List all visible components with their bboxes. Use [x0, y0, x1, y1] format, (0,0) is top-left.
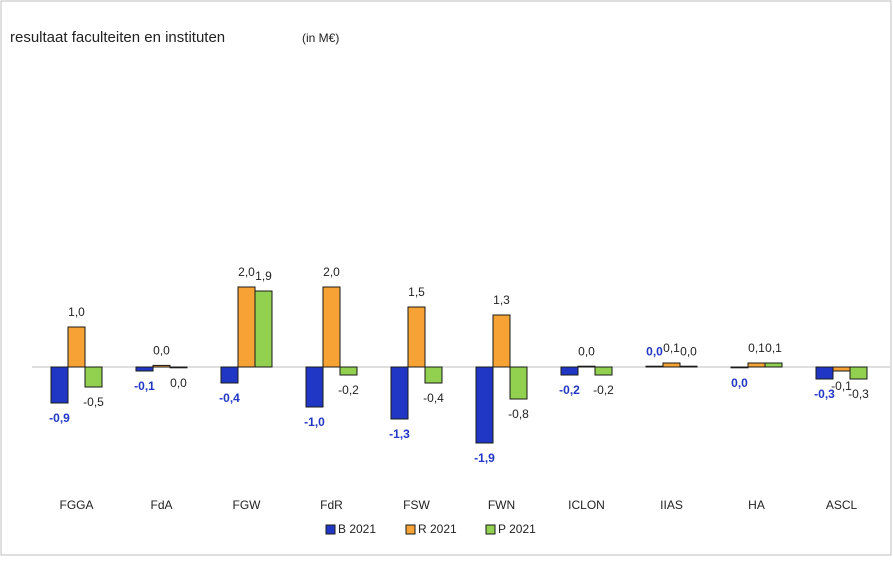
value-label: -0,2 — [559, 383, 580, 397]
bar — [339, 366, 358, 376]
bar — [645, 365, 664, 368]
value-label: 0,0 — [680, 344, 697, 358]
value-label: 0,0 — [578, 344, 595, 358]
x-tick-label: FGGA — [59, 498, 93, 512]
legend-label: P 2021 — [498, 522, 536, 536]
value-label: 1,5 — [408, 285, 425, 299]
x-tick-label: ICLON — [568, 498, 605, 512]
bar — [390, 366, 409, 420]
value-label: 0,1 — [748, 341, 765, 355]
bar — [84, 366, 103, 388]
bar — [135, 366, 154, 372]
value-label: 0,1 — [663, 341, 680, 355]
value-label: -0,9 — [49, 411, 70, 425]
value-label: 0,0 — [731, 376, 748, 390]
bar — [407, 306, 426, 368]
legend-swatch — [485, 524, 496, 535]
legend-swatch — [405, 524, 416, 535]
bar — [832, 366, 851, 372]
legend-label: R 2021 — [418, 522, 457, 536]
value-label: 0,1 — [765, 341, 782, 355]
bar — [764, 362, 783, 368]
bar — [849, 366, 868, 380]
bar — [747, 362, 766, 368]
bar — [322, 286, 341, 368]
bar — [560, 366, 579, 376]
value-label: -0,5 — [83, 395, 104, 409]
bar — [50, 366, 69, 404]
legend-swatch — [325, 524, 336, 535]
bar — [254, 290, 273, 368]
chart-title: resultaat faculteiten en instituten — [10, 29, 225, 46]
x-tick-label: FSW — [403, 498, 430, 512]
x-tick-label: FWN — [488, 498, 515, 512]
bar — [662, 362, 681, 368]
value-label: 2,0 — [238, 265, 255, 279]
value-label: -0,4 — [423, 391, 444, 405]
bar — [237, 286, 256, 368]
bar — [594, 366, 613, 376]
bar — [679, 365, 698, 368]
value-label: 2,0 — [323, 265, 340, 279]
chart-subtitle: (in M€) — [302, 31, 339, 45]
bar — [169, 366, 188, 369]
bar — [509, 366, 528, 400]
x-tick-label: ASCL — [826, 498, 858, 512]
value-label: 0,0 — [646, 344, 663, 358]
bar — [424, 366, 443, 384]
value-label: -0,3 — [848, 387, 869, 401]
bar — [815, 366, 834, 380]
x-tick-label: FGW — [233, 498, 262, 512]
value-label: -0,4 — [219, 391, 240, 405]
bar — [220, 366, 239, 384]
value-label: -1,3 — [389, 427, 410, 441]
value-label: 0,0 — [170, 376, 187, 390]
bar — [492, 314, 511, 368]
bar — [305, 366, 324, 408]
value-label: -0,1 — [134, 379, 155, 393]
x-tick-label: HA — [748, 498, 765, 512]
value-label: 1,3 — [493, 293, 510, 307]
value-label: 1,9 — [255, 269, 272, 283]
legend-label: B 2021 — [338, 522, 376, 536]
value-label: -0,3 — [814, 387, 835, 401]
value-label: 1,0 — [68, 305, 85, 319]
value-label: -1,0 — [304, 415, 325, 429]
value-label: -1,9 — [474, 451, 495, 465]
value-label: -0,2 — [338, 383, 359, 397]
value-label: -0,1 — [831, 379, 852, 393]
value-label: -0,8 — [508, 407, 529, 421]
value-label: -0,2 — [593, 383, 614, 397]
x-tick-label: FdA — [150, 498, 172, 512]
bar — [152, 364, 171, 368]
x-tick-label: FdR — [320, 498, 343, 512]
bar — [577, 365, 596, 368]
bar — [730, 366, 749, 369]
value-label: 0,0 — [153, 344, 170, 358]
bar — [475, 366, 494, 444]
bar — [67, 326, 86, 368]
x-tick-label: IIAS — [660, 498, 683, 512]
